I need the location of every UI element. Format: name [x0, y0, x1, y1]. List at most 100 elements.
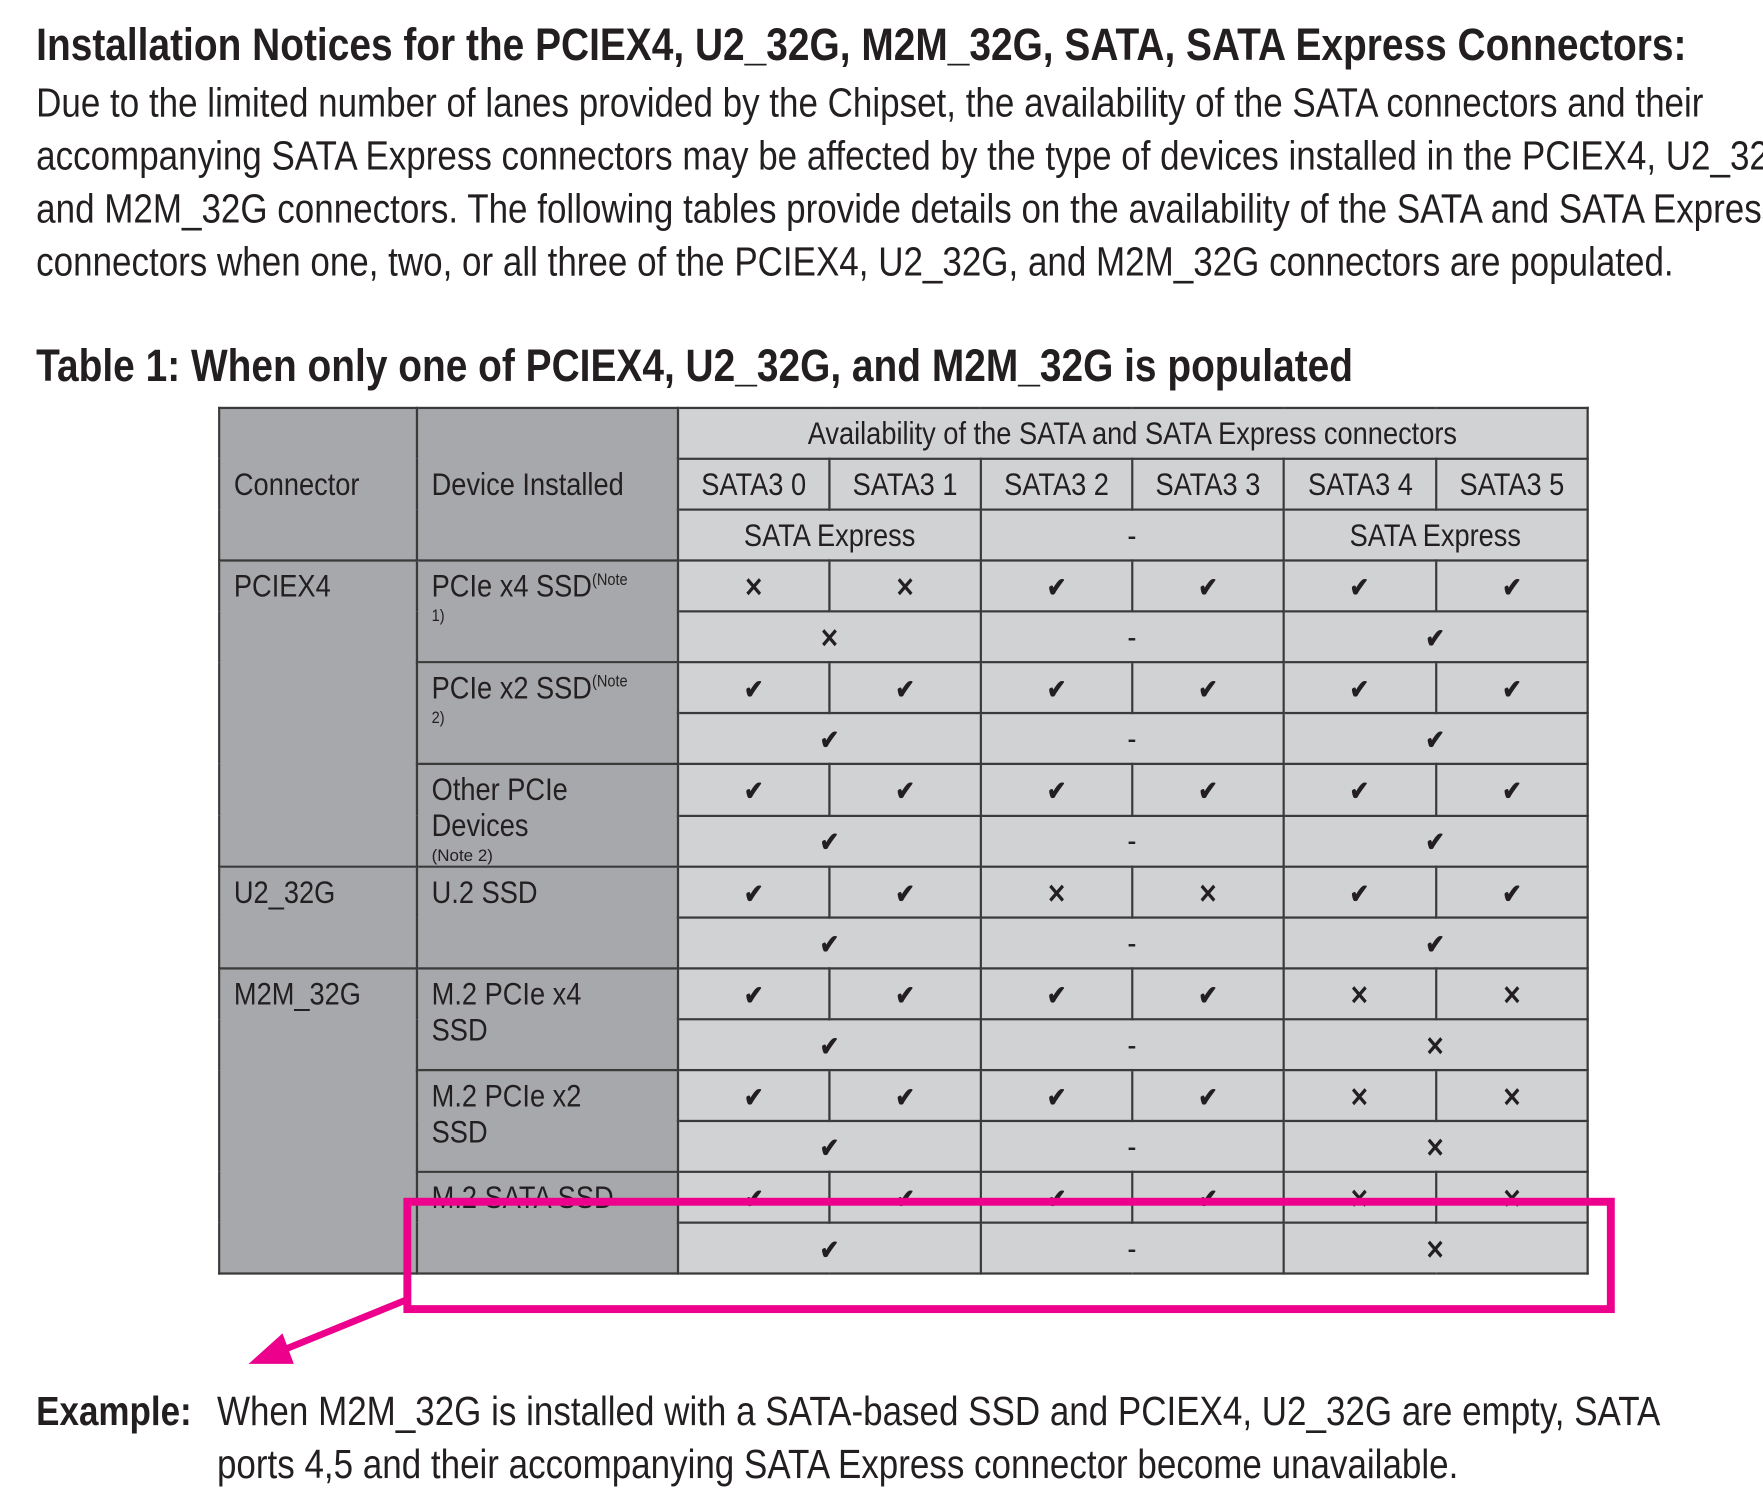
device-cell: M.2 SATA SSD	[415, 1170, 680, 1275]
sata-status-check: ✔	[1282, 762, 1438, 817]
cross-icon: ✕	[819, 623, 840, 654]
cross-icon: ✕	[1046, 878, 1067, 910]
example-text: When M2M_32G is installed with a SATA-ba…	[216, 1387, 1661, 1434]
paragraph-line: Due to the limited number of lanes provi…	[36, 79, 1763, 126]
check-icon: ✔	[1502, 572, 1522, 603]
example-line: ports 4,5 and their accompanying SATA Ex…	[217, 1441, 1660, 1488]
example-label-text: Example:	[36, 1387, 192, 1434]
paragraph-line: connectors when one, two, or all three o…	[36, 238, 1763, 285]
check-icon: ✔	[1502, 878, 1522, 910]
express-status-cross: ✕	[1282, 1119, 1589, 1173]
cross-icon: ✕	[1425, 1234, 1446, 1266]
device-cell: Other PCIe Devices (Note 2)	[415, 762, 680, 868]
header-sata-port: SATA3 5	[1435, 457, 1589, 511]
express-status-dash: -	[979, 1119, 1285, 1173]
check-icon: ✔	[1425, 623, 1446, 654]
cell-text: Device Installed	[431, 466, 624, 502]
sata-status-check: ✔	[676, 1068, 831, 1123]
sata-status-check: ✔	[828, 1068, 982, 1123]
check-icon: ✔	[743, 674, 764, 705]
express-status-dash: -	[979, 711, 1285, 766]
example-text: ports 4,5 and their accompanying SATA Ex…	[216, 1440, 1459, 1488]
check-icon: ✔	[1046, 776, 1067, 807]
sata-status-check: ✔	[828, 762, 982, 817]
cell-text: SATA3 5	[1459, 466, 1565, 502]
sata-status-cross: ✕	[1435, 967, 1589, 1021]
dash-icon: -	[1127, 1026, 1137, 1062]
table-row: U2_32G U.2 SSD ✔ ✔ ✕ ✕ ✔ ✔	[218, 865, 1589, 970]
table-row: M.2 SATA SSD ✔ ✔ ✔ ✔ ✕ ✕	[219, 1170, 1589, 1275]
cell-text: M.2 SATA SSD	[431, 1179, 614, 1215]
sata-status-check: ✔	[676, 1170, 831, 1224]
dash-icon: -	[1127, 618, 1137, 654]
express-status-check: ✔	[1282, 916, 1589, 970]
check-icon: ✔	[1425, 929, 1446, 960]
sata-status-cross: ✕	[828, 559, 982, 613]
cell-text: SATA3 2	[1004, 466, 1109, 502]
express-status-cross: ✕	[676, 610, 982, 664]
table-row: PCIEX4 PCIe x4 SSD(Note 1) ✕ ✕ ✔ ✔ ✔ ✔	[218, 559, 1589, 868]
connector-cell: PCIEX4	[218, 559, 419, 868]
cross-icon: ✕	[1198, 878, 1218, 910]
sata-status-check: ✔	[1435, 559, 1589, 613]
dash-icon: -	[1127, 1230, 1137, 1266]
check-icon: ✔	[895, 878, 915, 910]
device-cell: U.2 SSD	[415, 865, 680, 970]
table-row: M.2 PCIe x2 SSD ✔ ✔ ✔ ✔ ✕ ✕	[219, 1068, 1589, 1173]
check-icon: ✔	[743, 878, 764, 910]
device-cell: PCIe x2 SSD(Note 2)	[415, 661, 680, 766]
table-row: ✔ - ✔	[219, 916, 1589, 970]
table-row: ✔ - ✕	[219, 1119, 1589, 1173]
note-ref: (Note 2)	[431, 671, 628, 728]
cross-icon: ✕	[1425, 1031, 1446, 1062]
sata-status-check: ✔	[676, 762, 831, 817]
check-icon: ✔	[895, 1081, 915, 1113]
sata-status-check: ✔	[1435, 762, 1589, 817]
cell-text: Other PCIe Devices	[431, 771, 568, 843]
example-line: When M2M_32G is installed with a SATA-ba…	[217, 1388, 1763, 1435]
header-sata-port: SATA3 3	[1131, 457, 1285, 511]
availability-table: Connector Device Installed Availability of…	[218, 406, 1589, 1275]
check-icon: ✔	[1502, 674, 1522, 705]
sata-status-cross: ✕	[1282, 967, 1438, 1021]
sata-status-check: ✔	[1282, 661, 1438, 715]
paragraph-text: connectors when one, two, or all three o…	[36, 238, 1674, 285]
sata-status-check: ✔	[676, 865, 831, 919]
check-icon: ✔	[1350, 878, 1370, 910]
check-icon: ✔	[895, 776, 915, 807]
dash-icon: -	[1127, 924, 1137, 960]
check-icon: ✔	[1198, 980, 1218, 1011]
cell-text: SATA3 3	[1155, 466, 1261, 502]
check-icon: ✔	[1350, 674, 1370, 705]
check-icon: ✔	[1046, 674, 1067, 705]
check-icon: ✔	[1046, 1081, 1067, 1113]
sata-status-check: ✔	[1131, 1068, 1285, 1123]
sata-status-cross: ✕	[979, 865, 1134, 919]
sata-status-check: ✔	[1282, 559, 1438, 613]
section-heading: Installation Notices for the PCIEX4, U2_…	[36, 20, 1763, 71]
cell-text: SATA3 4	[1307, 466, 1413, 502]
check-icon: ✔	[895, 674, 915, 705]
cell-text: SATA Express	[1349, 516, 1522, 553]
header-device-installed: Device Installed	[415, 406, 680, 562]
sata-status-cross: ✕	[676, 559, 831, 613]
header-sata-express: SATA Express	[676, 508, 982, 562]
header-row: Connector Device Installed Availability of…	[218, 406, 1589, 562]
sata-status-check: ✔	[979, 1068, 1134, 1123]
table-row: ✕ - ✔	[219, 610, 1589, 664]
connector-cell: M2M_32G	[218, 967, 419, 1275]
express-status-dash: -	[979, 1221, 1285, 1275]
express-status-check: ✔	[1282, 814, 1589, 868]
cell-text: PCIEX4	[233, 568, 331, 604]
express-status-check: ✔	[676, 814, 982, 868]
express-status-check: ✔	[676, 1221, 982, 1275]
check-icon: ✔	[1198, 674, 1218, 705]
header-sata-port: SATA3 0	[676, 457, 831, 511]
cell-text: M.2 PCIe x4 SSD	[431, 976, 582, 1048]
cell-text: -	[1127, 516, 1137, 553]
cell-text: SATA3 0	[701, 466, 807, 502]
check-icon: ✔	[1046, 980, 1067, 1011]
express-status-check: ✔	[676, 711, 982, 766]
device-cell: PCIe x4 SSD(Note 1)	[415, 559, 680, 664]
